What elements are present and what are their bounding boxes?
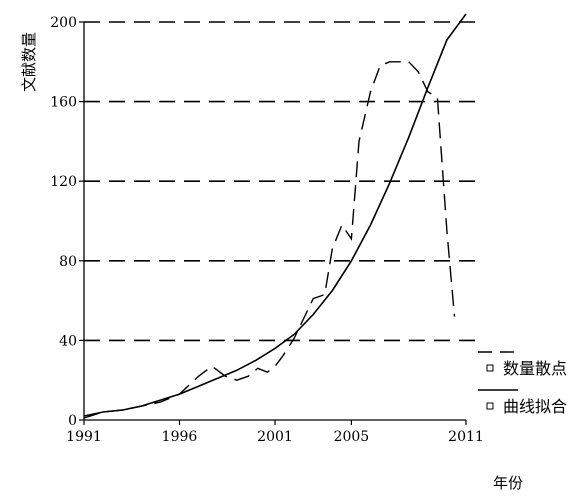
- y-tick-label-40: 40: [59, 333, 77, 349]
- y-tick-label-200: 200: [50, 15, 77, 31]
- y-tick-label-80: 80: [59, 254, 77, 270]
- legend-label-fit: 曲线拟合: [503, 397, 567, 416]
- y-tick-label-120: 120: [50, 174, 77, 190]
- x-tick-label-1991: 1991: [66, 429, 102, 445]
- legend-label-scatter: 数量散点: [503, 359, 567, 378]
- x-tick-label-2005: 2005: [334, 429, 370, 445]
- x-tick-labels: 1991 1996 2001 2005 2011: [66, 420, 484, 445]
- series-line-scatter: [83, 61, 456, 419]
- series-line-fit: [83, 13, 467, 417]
- x-tick-label-2001: 2001: [257, 429, 293, 445]
- axes: [83, 22, 466, 421]
- x-tick-label-2011: 2011: [448, 429, 484, 445]
- y-tick-labels: 0 40 80 120 160 200: [50, 15, 84, 429]
- grid-lines: [84, 21, 478, 342]
- legend: 数量散点 曲线拟合: [478, 351, 567, 416]
- x-tick-label-1996: 1996: [162, 429, 198, 445]
- x-axis-label: 年份: [493, 474, 523, 492]
- legend-marker-scatter: [486, 364, 494, 372]
- y-tick-label-0: 0: [68, 413, 77, 429]
- y-tick-label-160: 160: [50, 95, 77, 111]
- series-lines: [83, 13, 467, 419]
- legend-marker-fit: [486, 402, 494, 410]
- y-axis-label: 文献数量: [20, 32, 38, 92]
